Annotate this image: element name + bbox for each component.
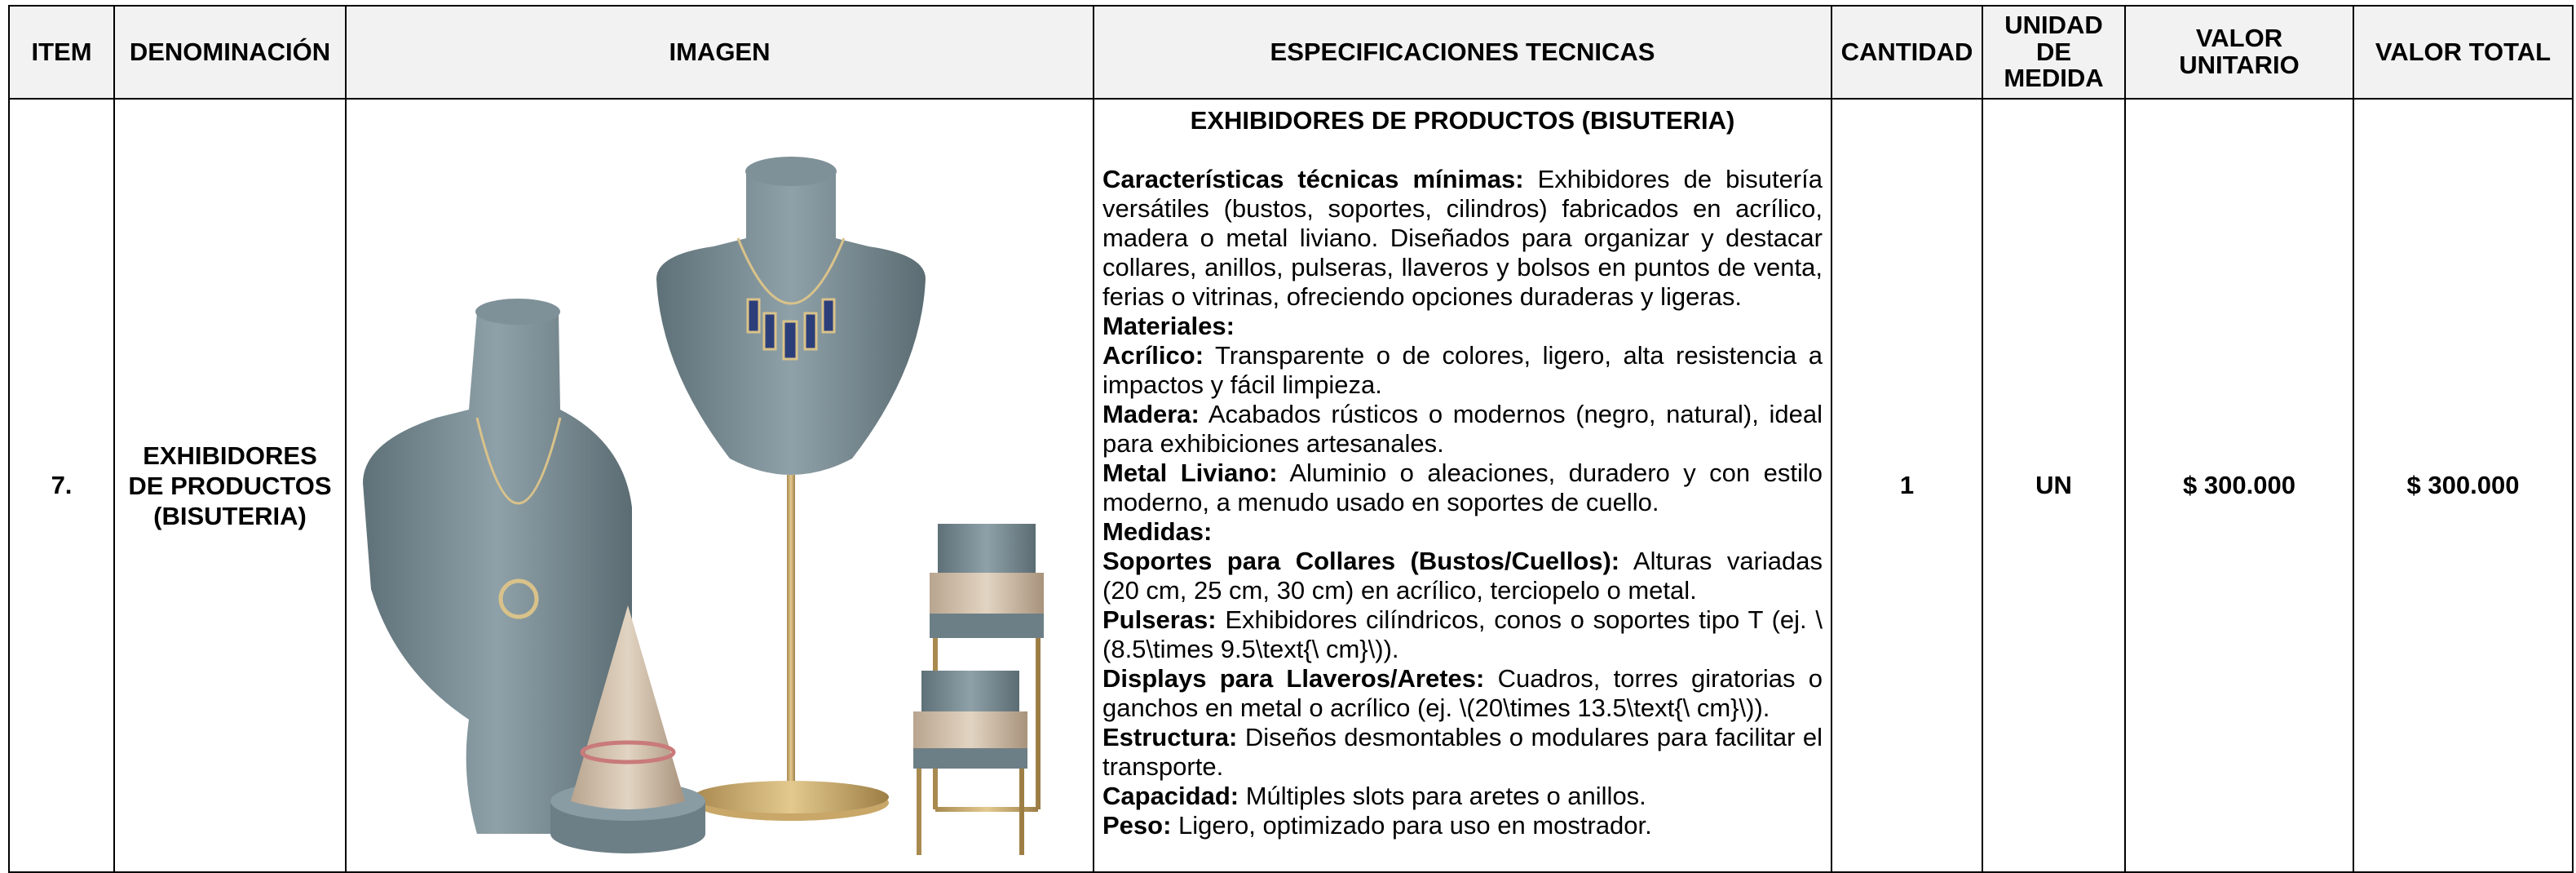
name-cell: EXHIBIDORES DE PRODUCTOS (BISUTERIA) bbox=[113, 98, 347, 873]
spec-item: Pulseras: Exhibidores cilíndricos, conos… bbox=[1102, 605, 1823, 664]
product-table: ITEM DENOMINACIÓN IMAGEN ESPECIFICACIONE… bbox=[8, 5, 2574, 873]
product-image bbox=[363, 157, 1044, 873]
spec-item: Características técnicas mínimas: Exhibi… bbox=[1102, 165, 1823, 312]
box-towers bbox=[913, 524, 1044, 873]
spec-item: Medidas: bbox=[1102, 517, 1823, 547]
header-cell: UNIDAD DE MEDIDA bbox=[1982, 5, 2126, 100]
spec-label: Peso: bbox=[1102, 811, 1172, 840]
spec-item: Peso: Ligero, optimizado para uso en mos… bbox=[1102, 811, 1823, 840]
spec-label: Acrílico: bbox=[1102, 341, 1204, 370]
unit-price-cell: $ 300.000 bbox=[2124, 98, 2354, 873]
header-cell: IMAGEN bbox=[345, 5, 1094, 100]
spec-label: Capacidad: bbox=[1102, 782, 1239, 810]
spec-text: Transparente o de colores, ligero, alta … bbox=[1102, 341, 1823, 399]
spec-text: Múltiples slots para aretes o anillos. bbox=[1245, 782, 1646, 810]
spec-title: EXHIBIDORES DE PRODUCTOS (BISUTERIA) bbox=[1190, 106, 1735, 135]
spec-item: Soportes para Collares (Bustos/Cuellos):… bbox=[1102, 547, 1823, 605]
spec-label: Soportes para Collares (Bustos/Cuellos): bbox=[1102, 547, 1620, 575]
spec-item: Metal Liviano: Aluminio o aleaciones, du… bbox=[1102, 459, 1823, 517]
spec-item: Madera: Acabados rústicos o modernos (ne… bbox=[1102, 400, 1823, 459]
header-cell: DENOMINACIÓN bbox=[113, 5, 347, 100]
spec-label: Materiales: bbox=[1102, 312, 1235, 340]
header-cell: VALOR UNITARIO bbox=[2124, 5, 2354, 100]
spec-list: Características técnicas mínimas: Exhibi… bbox=[1102, 165, 1823, 840]
header-cell: ESPECIFICACIONES TECNICAS bbox=[1093, 5, 1832, 100]
header-cell: VALOR TOTAL bbox=[2353, 5, 2574, 100]
spec-text: Diseños desmontables o modulares para fa… bbox=[1102, 723, 1823, 781]
spec-label: Metal Liviano: bbox=[1102, 459, 1278, 487]
header-row: ITEM DENOMINACIÓN IMAGEN ESPECIFICACIONE… bbox=[8, 5, 2574, 100]
spec-text: Cuadros, torres giratorias o ganchos en … bbox=[1102, 664, 1823, 722]
spec-item: Estructura: Diseños desmontables o modul… bbox=[1102, 723, 1823, 782]
spec-item: Capacidad: Múltiples slots para aretes o… bbox=[1102, 782, 1823, 811]
spec-label: Displays para Llaveros/Aretes: bbox=[1102, 664, 1485, 693]
spec-text: Acabados rústicos o modernos (negro, nat… bbox=[1102, 400, 1823, 458]
spec-label: Pulseras: bbox=[1102, 605, 1217, 634]
spec-text: Aluminio o aleaciones, duradero y con es… bbox=[1102, 459, 1823, 516]
spec-label: Madera: bbox=[1102, 400, 1200, 428]
header-cell: ITEM bbox=[8, 5, 115, 100]
spec-text: Exhibidores de bisutería versátiles (bus… bbox=[1102, 165, 1823, 311]
spec-item: Materiales: bbox=[1102, 312, 1823, 341]
spec-label: Estructura: bbox=[1102, 723, 1238, 751]
spec-label: Medidas: bbox=[1102, 517, 1213, 546]
spec-text: Alturas variadas (20 cm, 25 cm, 30 cm) e… bbox=[1102, 547, 1823, 605]
cone-display bbox=[550, 605, 705, 853]
spec-label: Características técnicas mínimas: bbox=[1102, 165, 1524, 193]
item-cell: 7. bbox=[8, 98, 115, 873]
spec-item: Acrílico: Transparente o de colores, lig… bbox=[1102, 341, 1823, 400]
unit-cell: UN bbox=[1982, 98, 2126, 873]
image-cell bbox=[345, 98, 1094, 873]
left-bust bbox=[363, 299, 632, 834]
center-bust bbox=[656, 157, 926, 821]
header-cell: CANTIDAD bbox=[1831, 5, 1983, 100]
data-row: 7. EXHIBIDORES DE PRODUCTOS (BISUTERIA) bbox=[8, 98, 2574, 873]
spec-text: Exhibidores cilíndricos, conos o soporte… bbox=[1102, 605, 1823, 663]
spec-cell: EXHIBIDORES DE PRODUCTOS (BISUTERIA) Car… bbox=[1093, 98, 1832, 873]
spec-text: Ligero, optimizado para uso en mostrador… bbox=[1178, 811, 1652, 840]
spec-item: Displays para Llaveros/Aretes: Cuadros, … bbox=[1102, 664, 1823, 723]
total-price-cell: $ 300.000 bbox=[2353, 98, 2574, 873]
quantity-cell: 1 bbox=[1831, 98, 1983, 873]
